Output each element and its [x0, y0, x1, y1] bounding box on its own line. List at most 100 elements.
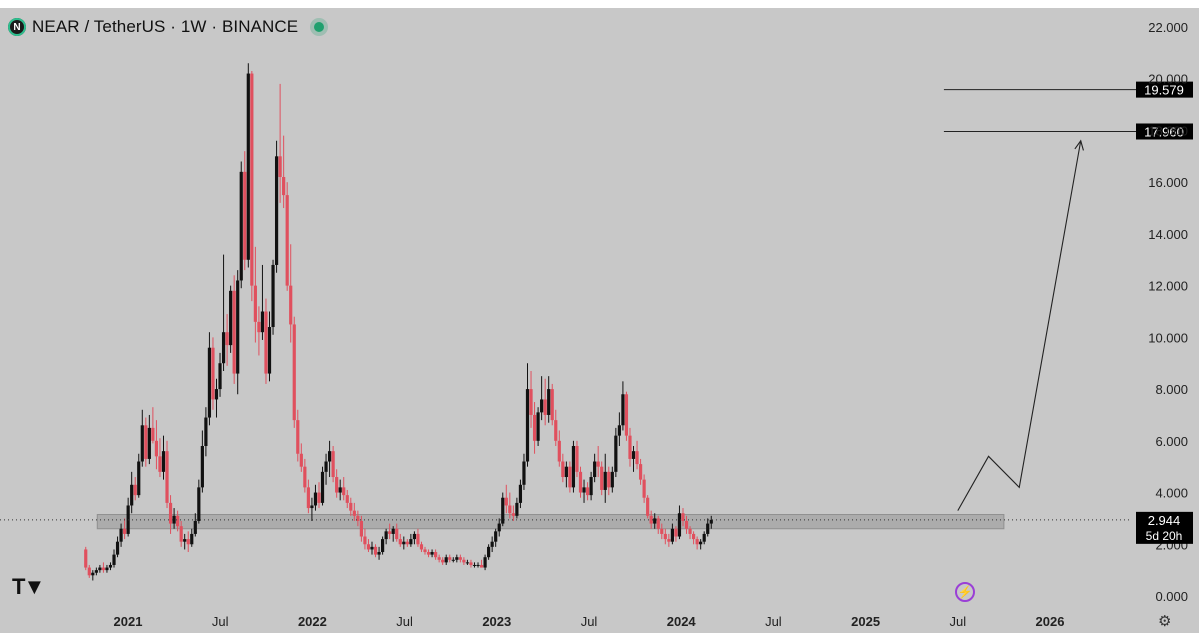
- candle-body: [229, 290, 233, 346]
- settings-gear-icon[interactable]: ⚙: [1158, 613, 1172, 630]
- candle-body: [529, 389, 533, 415]
- near-logo-icon: N: [8, 18, 26, 36]
- candle-body: [225, 332, 229, 346]
- candle-body: [504, 497, 508, 506]
- target-level-label-1: 19.579: [1144, 83, 1184, 98]
- candle-body: [349, 502, 353, 511]
- candle-body: [603, 471, 607, 490]
- candle-body: [607, 471, 611, 488]
- candle-body: [257, 321, 261, 333]
- candle-body: [550, 389, 554, 421]
- candle-body: [398, 539, 402, 545]
- candle-body: [536, 412, 540, 441]
- candle-body: [282, 177, 286, 196]
- candle-body: [434, 552, 438, 558]
- candle-body: [578, 471, 583, 493]
- x-tick-label: Jul: [212, 614, 229, 629]
- candle-body: [688, 528, 692, 534]
- candle-body: [267, 327, 272, 374]
- candle-body: [320, 471, 325, 503]
- chart-header: N NEAR / TetherUS · 1W · BINANCE: [8, 14, 325, 40]
- candle-body: [289, 285, 293, 325]
- x-tick-label: 2025: [851, 614, 880, 629]
- candle-body: [677, 513, 682, 537]
- candle-body: [260, 311, 265, 333]
- candle-body: [264, 311, 268, 374]
- candle-body: [303, 466, 307, 488]
- candle-body: [172, 515, 176, 524]
- candle-body: [335, 477, 339, 493]
- candle-body: [674, 528, 678, 537]
- candle-body: [345, 495, 349, 503]
- candle-body: [101, 567, 106, 571]
- candle-body: [391, 528, 395, 534]
- candle-body: [285, 195, 289, 286]
- candle-body: [91, 572, 95, 576]
- candle-body: [564, 466, 568, 478]
- candle-body: [614, 435, 618, 472]
- target-level-badge-2: [1136, 123, 1193, 140]
- candle-body: [543, 399, 547, 415]
- projection-path[interactable]: [957, 140, 1082, 511]
- candle-body: [327, 451, 332, 462]
- candle-body: [628, 435, 632, 459]
- candle-body: [709, 519, 713, 524]
- candle-body: [236, 280, 240, 374]
- candle-body: [557, 440, 561, 462]
- candle-body: [561, 461, 565, 478]
- candle-body: [214, 389, 219, 400]
- candle-body: [479, 564, 484, 568]
- candle-body: [515, 502, 519, 516]
- candle-body: [317, 492, 321, 503]
- x-tick-label: 2021: [114, 614, 143, 629]
- candle-body: [430, 552, 434, 555]
- candle-body: [112, 554, 116, 565]
- price-axis-area[interactable]: [1132, 8, 1199, 605]
- candle-body: [660, 528, 664, 534]
- candle-body: [179, 526, 183, 542]
- candle-body: [490, 541, 494, 547]
- candle-body: [144, 425, 148, 459]
- candle-body: [271, 264, 275, 328]
- symbol-title[interactable]: NEAR / TetherUS · 1W · BINANCE: [32, 17, 299, 36]
- candle-body: [119, 528, 123, 542]
- candle-body: [384, 531, 388, 540]
- candle-body: [161, 451, 166, 472]
- plot-area[interactable]: [0, 8, 1132, 605]
- candle-body: [98, 567, 102, 571]
- tradingview-logo-icon[interactable]: T▼: [12, 574, 45, 599]
- candle-body: [522, 461, 526, 485]
- bolt-icon[interactable]: ⚡: [955, 582, 975, 602]
- candle-body: [133, 484, 137, 496]
- projection-arrowhead: [1074, 139, 1084, 151]
- candle-body: [635, 451, 639, 465]
- candle-body: [186, 539, 190, 545]
- candle-body: [296, 420, 300, 454]
- y-tick-label: 18.000: [1148, 123, 1188, 138]
- x-tick-label: Jul: [765, 614, 782, 629]
- y-tick-label: 12.000: [1148, 279, 1188, 294]
- candle-body: [511, 513, 515, 516]
- candle-body: [462, 559, 466, 563]
- y-tick-label: 6.000: [1155, 434, 1188, 449]
- candle-body: [518, 484, 523, 503]
- candle-body: [299, 453, 303, 467]
- y-tick-label: 20.000: [1148, 72, 1188, 87]
- candle-body: [359, 520, 363, 537]
- market-status-icon[interactable]: [314, 22, 325, 32]
- candle-body: [108, 564, 113, 568]
- candle-body: [419, 544, 424, 550]
- candle-body: [642, 479, 646, 498]
- candle-body: [204, 417, 208, 446]
- candle-body: [310, 505, 314, 509]
- time-axis-area[interactable]: [0, 605, 1199, 633]
- candle-body: [589, 477, 593, 496]
- y-tick-label: 16.000: [1148, 175, 1188, 190]
- candle-body: [402, 541, 406, 545]
- candle-body: [356, 515, 360, 521]
- candle-body: [105, 567, 109, 571]
- candle-body: [596, 461, 600, 467]
- x-tick-label: Jul: [581, 614, 598, 629]
